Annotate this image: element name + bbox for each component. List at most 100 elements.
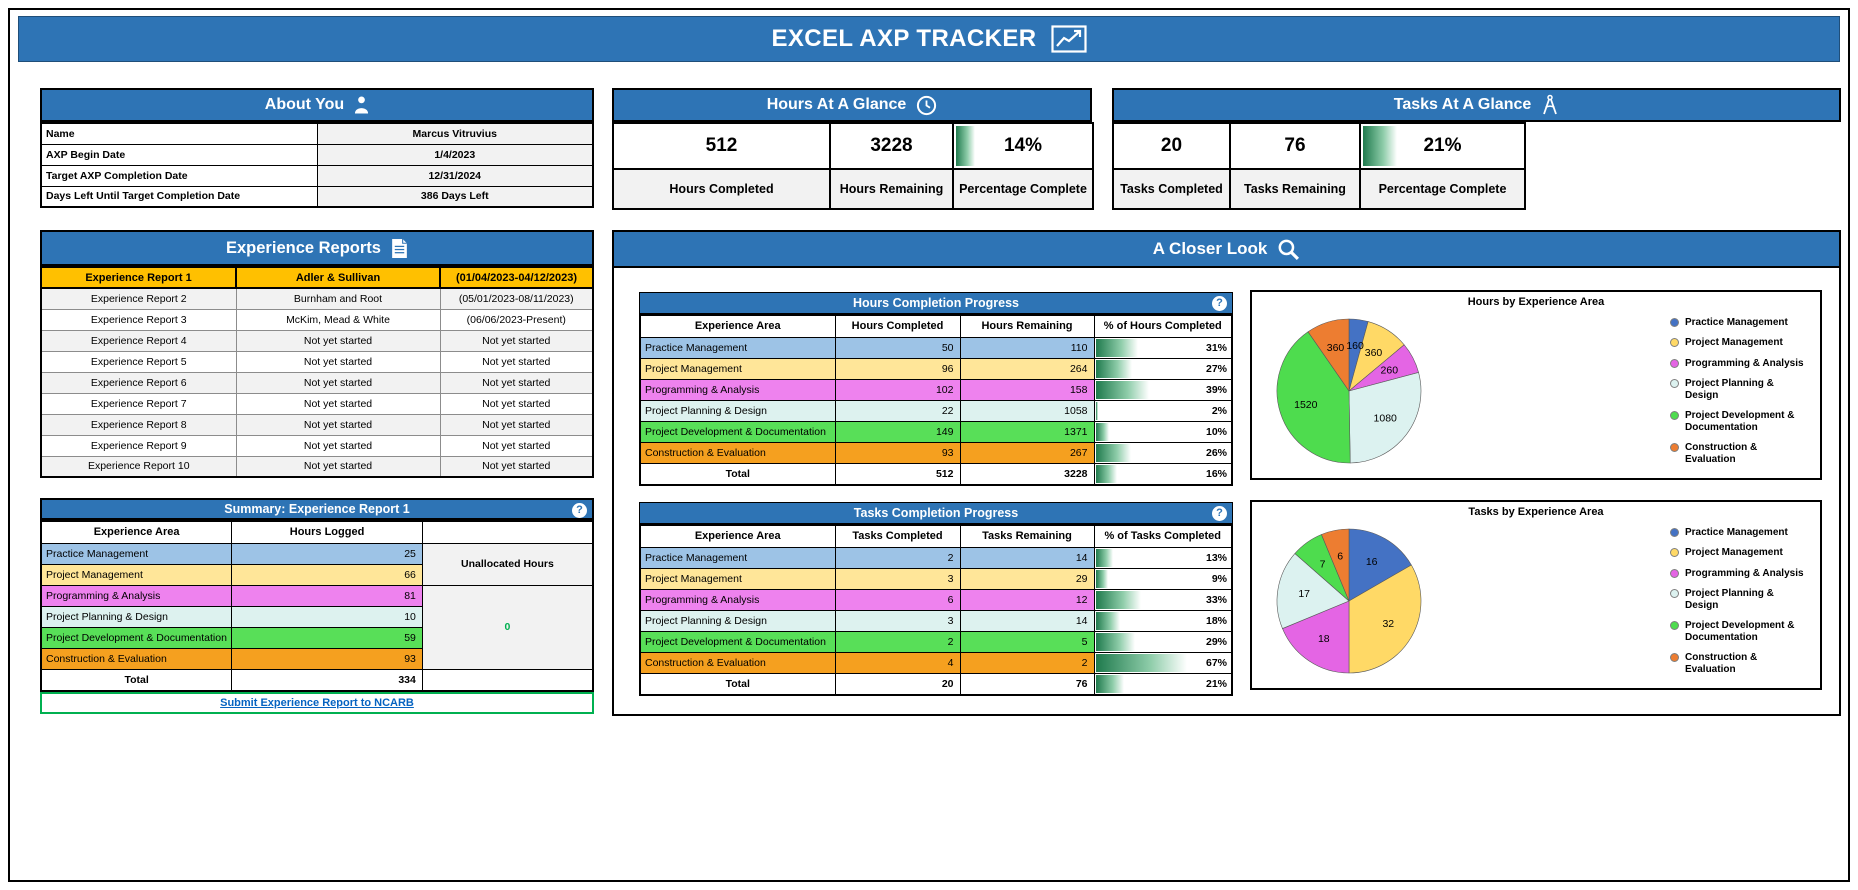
pct-value: 33% bbox=[1205, 593, 1227, 606]
chart-legend: Practice Management Project Management P… bbox=[1670, 527, 1810, 676]
pct-cell: 33% bbox=[1093, 588, 1233, 611]
about-row: AXP Begin Date 1/4/2023 bbox=[40, 143, 594, 166]
legend-item: Project Development & Documentation bbox=[1670, 620, 1810, 643]
legend-label: Construction & Evaluation bbox=[1685, 442, 1758, 465]
remaining-cell: 158 bbox=[959, 378, 1095, 401]
area-cell: Project Development & Documentation bbox=[639, 420, 836, 443]
submit-report-link[interactable]: Submit Experience Report to NCARB bbox=[220, 697, 414, 709]
legend-label: Construction & Evaluation bbox=[1685, 652, 1758, 675]
total-completed: 20 bbox=[834, 672, 961, 696]
tasks-chart-box: Tasks by Experience Area 16 32 18 17 7 6 Prac… bbox=[1250, 500, 1822, 690]
area-cell: Construction & Evaluation bbox=[639, 441, 836, 464]
summary-column-headers: Experience Area Hours Logged bbox=[40, 520, 594, 544]
report-firm-cell: McKim, Mead & White bbox=[235, 308, 441, 331]
report-name-cell: Experience Report 8 bbox=[40, 413, 237, 436]
legend-label: Programming & Analysis bbox=[1685, 357, 1804, 369]
pct-bar bbox=[1095, 590, 1141, 609]
pct-value: 21% bbox=[1205, 677, 1227, 690]
svg-text:260: 260 bbox=[1381, 364, 1399, 376]
hours-chart-title: Hours by Experience Area bbox=[1467, 296, 1605, 308]
help-icon[interactable]: ? bbox=[1212, 506, 1227, 521]
pct-bar bbox=[1095, 653, 1187, 672]
column-header: Hours Completed bbox=[834, 314, 961, 338]
about-you-panel: About You Name Marcus Vitruvius AXP Begi… bbox=[40, 88, 594, 208]
summary-row: Project Planning & Design 10 bbox=[40, 605, 593, 628]
drafting-compass-icon bbox=[1543, 94, 1558, 115]
report-name-cell: Experience Report 3 bbox=[40, 308, 237, 331]
about-row-label: AXP Begin Date bbox=[40, 143, 318, 166]
remaining-cell: 14 bbox=[959, 546, 1095, 569]
report-dates-cell: Not yet started bbox=[439, 371, 594, 394]
hours-pie-chart: 160 360 260 1080 1520 360 bbox=[1274, 316, 1424, 466]
remaining-cell: 1371 bbox=[959, 420, 1095, 443]
pct-cell: 18% bbox=[1093, 609, 1233, 632]
legend-marker bbox=[1670, 527, 1679, 537]
legend-marker bbox=[1670, 443, 1679, 453]
report-row-active: Experience Report 1 Adler & Sullivan (01… bbox=[40, 266, 594, 289]
svg-text:360: 360 bbox=[1365, 347, 1383, 359]
person-icon bbox=[355, 96, 369, 114]
legend-label: Practice Management bbox=[1685, 526, 1788, 538]
hours-glance-table: 512 3228 14% Hours Completed Hours Remai… bbox=[612, 122, 1094, 210]
tasks-progress-table: Experience Area Tasks Completed Tasks Re… bbox=[639, 524, 1233, 696]
remaining-cell: 1058 bbox=[959, 399, 1095, 422]
help-icon[interactable]: ? bbox=[1212, 296, 1227, 311]
about-row-value: Marcus Vitruvius bbox=[316, 122, 594, 145]
experience-reports-header: Experience Reports bbox=[40, 230, 594, 266]
tasks-progress-section: Tasks Completion Progress ? Experience A… bbox=[639, 502, 1233, 696]
legend-item: Practice Management bbox=[1670, 317, 1810, 329]
report-row: Experience Report 9 Not yet started Not … bbox=[40, 434, 594, 457]
pct-bar bbox=[1095, 569, 1108, 588]
column-header: Experience Area bbox=[639, 524, 836, 548]
pct-value: 27% bbox=[1205, 362, 1227, 375]
report-name-cell: Experience Report 7 bbox=[40, 392, 237, 415]
legend-item: Programming & Analysis bbox=[1670, 358, 1810, 370]
report-dates-cell: (06/06/2023-Present) bbox=[439, 308, 594, 331]
report-name-cell: Experience Report 10 bbox=[40, 455, 237, 478]
remaining-cell: 264 bbox=[959, 357, 1095, 380]
report-name-cell: Experience Report 1 bbox=[40, 266, 237, 289]
area-cell: Construction & Evaluation bbox=[639, 651, 836, 674]
hours-cell: 93 bbox=[231, 647, 423, 670]
report-firm-cell: Not yet started bbox=[235, 413, 441, 436]
pct-bar bbox=[1095, 380, 1149, 399]
progress-total-row: Total 20 76 21% bbox=[639, 672, 1233, 696]
column-header: % of Hours Completed bbox=[1093, 314, 1233, 338]
tasks-pct-cell: 21% bbox=[1359, 122, 1526, 170]
svg-text:160: 160 bbox=[1346, 340, 1364, 352]
total-label: Total bbox=[40, 668, 233, 692]
report-name-cell: Experience Report 4 bbox=[40, 329, 237, 352]
column-header-row: Experience Area Hours Completed Hours Re… bbox=[639, 314, 1233, 338]
legend-label: Project Development & Documentation bbox=[1685, 410, 1795, 433]
pct-bar bbox=[1095, 443, 1131, 462]
pct-cell: 21% bbox=[1093, 672, 1233, 696]
legend-label: Project Planning & Design bbox=[1685, 588, 1774, 611]
clock-icon bbox=[917, 95, 937, 115]
area-cell: Programming & Analysis bbox=[639, 588, 836, 611]
hours-pct-label: Percentage Complete bbox=[952, 168, 1094, 210]
unallocated-label-cell: Unallocated Hours bbox=[421, 542, 594, 586]
column-header-hours: Hours Logged bbox=[231, 520, 423, 544]
area-cell: Construction & Evaluation bbox=[40, 647, 233, 670]
legend-marker bbox=[1670, 379, 1679, 389]
completed-cell: 2 bbox=[834, 546, 961, 569]
tasks-progress-header: Tasks Completion Progress ? bbox=[639, 502, 1233, 524]
blank-cell bbox=[421, 668, 594, 692]
area-cell: Project Management bbox=[639, 357, 836, 380]
pct-bar bbox=[1095, 401, 1099, 420]
help-icon[interactable]: ? bbox=[572, 503, 587, 518]
tasks-glance-title: Tasks At A Glance bbox=[1393, 96, 1532, 113]
unallocated-value-cell: 0 bbox=[421, 584, 594, 670]
hours-progress-header: Hours Completion Progress ? bbox=[639, 292, 1233, 314]
report-dates-cell: Not yet started bbox=[439, 329, 594, 352]
tasks-pie-chart: 16 32 18 17 7 6 bbox=[1274, 526, 1424, 676]
progress-row: Practice Management 50 110 31% bbox=[639, 336, 1233, 359]
completed-cell: 149 bbox=[834, 420, 961, 443]
about-row-label: Days Left Until Target Completion Date bbox=[40, 185, 318, 208]
hours-cell: 10 bbox=[231, 605, 423, 628]
total-label: Total bbox=[639, 672, 836, 696]
pct-value: 29% bbox=[1205, 635, 1227, 648]
pct-value: 9% bbox=[1211, 572, 1227, 585]
title-bar: EXCEL AXP TRACKER bbox=[18, 16, 1840, 62]
total-label: Total bbox=[639, 462, 836, 486]
